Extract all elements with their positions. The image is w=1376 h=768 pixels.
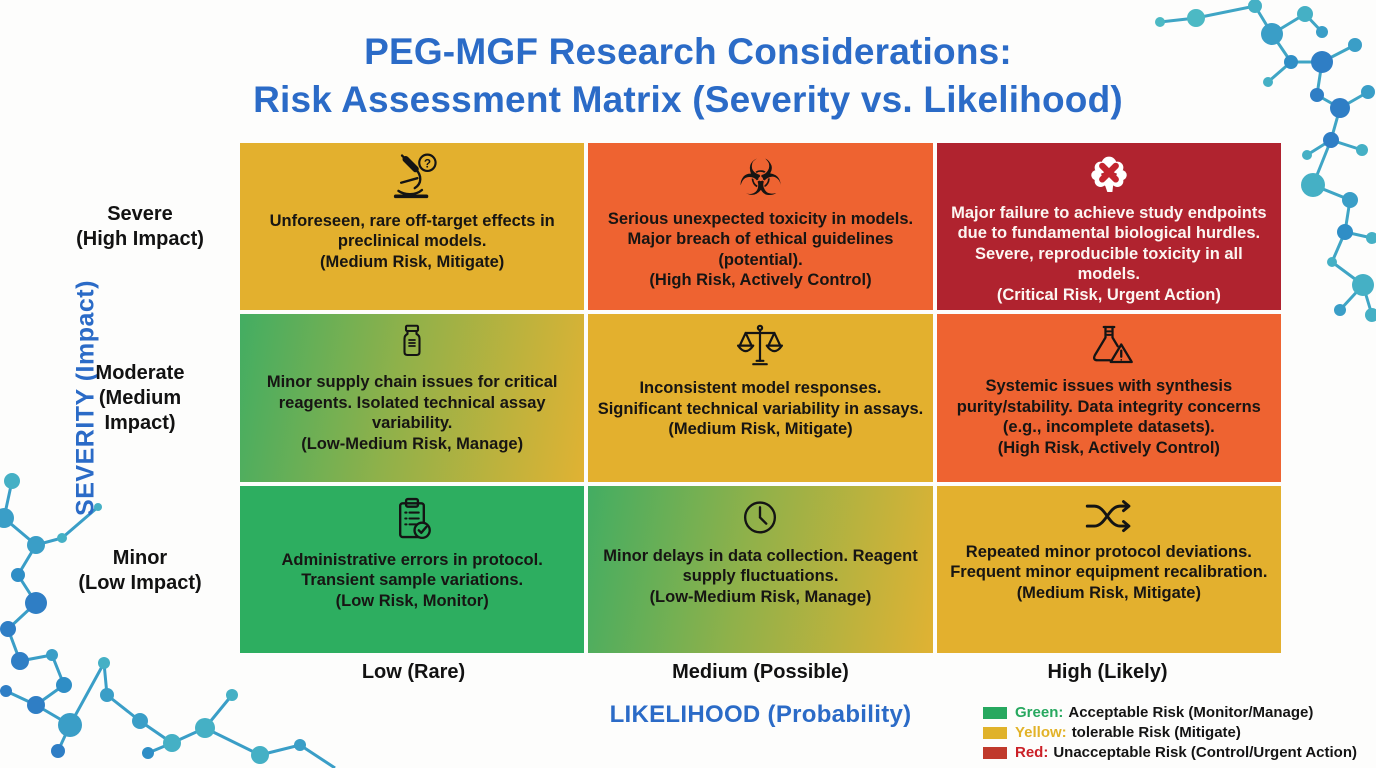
matrix-cell-severe-medium: ☣ Serious unexpected toxicity in models.… [588, 143, 933, 311]
page-title: PEG-MGF Research Considerations: Risk As… [0, 28, 1376, 124]
matrix-cell-severe-low: ? Unforeseen, rare off-target effects in… [240, 143, 585, 311]
cell-assessment: (Medium Risk, Mitigate) [668, 420, 853, 439]
brain-failure-icon [1091, 156, 1127, 193]
cell-description: Major failure to achieve study endpoints… [951, 204, 1267, 284]
likelihood-axis-label: LIKELIHOOD (Probability) [609, 701, 912, 728]
reagent-vial-icon [403, 325, 421, 357]
cell-description: Serious unexpected toxicity in models. M… [607, 210, 914, 269]
risk-matrix: ? Unforeseen, rare off-target effects in… [240, 143, 1281, 653]
cell-assessment: (Critical Risk, Urgent Action) [996, 285, 1221, 304]
svg-text:?: ? [424, 157, 431, 170]
row-label-moderate: Moderate (Medium Impact) [95, 362, 185, 434]
molecule-decoration-bottom-left [0, 473, 336, 768]
matrix-cell-minor-medium: Minor delays in data collection. Reagent… [588, 485, 933, 653]
red-swatch-icon [983, 747, 1007, 759]
cell-description: Unforeseen, rare off-target effects in p… [269, 212, 555, 251]
column-label-medium: Medium (Possible) [672, 661, 849, 683]
shuffle-arrows-icon [1085, 499, 1131, 532]
cell-assessment: (Low-Medium Risk, Manage) [649, 587, 872, 606]
title-line-1: PEG-MGF Research Considerations: [364, 31, 1012, 72]
matrix-cell-moderate-low: Minor supply chain issues for critical r… [240, 314, 585, 482]
likelihood-column-labels: Low (Rare) Medium (Possible) High (Likel… [240, 661, 1281, 684]
legend-item-green: Green: Acceptable Risk (Monitor/Manage) [983, 704, 1357, 722]
matrix-cell-moderate-medium: Inconsistent model responses. Significan… [588, 314, 933, 482]
biohazard-icon: ☣ [738, 150, 783, 206]
legend-text: Unacceptable Risk (Control/Urgent Action… [1053, 744, 1357, 761]
row-label-minor: Minor (Low Impact) [78, 546, 202, 594]
legend: Green: Acceptable Risk (Monitor/Manage) … [983, 704, 1357, 762]
legend-label: Red: [1015, 744, 1049, 761]
matrix-cell-severe-high: Major failure to achieve study endpoints… [936, 143, 1281, 311]
cell-assessment: (Low Risk, Monitor) [335, 591, 489, 610]
clock-icon [744, 501, 777, 534]
yellow-swatch-icon [983, 727, 1007, 739]
legend-text: tolerable Risk (Mitigate) [1071, 724, 1241, 741]
legend-label: Yellow: [1015, 724, 1067, 741]
microscope-question-icon: ? [394, 153, 437, 199]
legend-text: Acceptable Risk (Monitor/Manage) [1068, 704, 1314, 721]
cell-description: Inconsistent model responses. Significan… [597, 379, 924, 418]
legend-item-red: Red: Unacceptable Risk (Control/Urgent A… [983, 744, 1357, 762]
cell-description: Repeated minor protocol deviations. Freq… [950, 542, 1268, 582]
clipboard-check-icon [399, 497, 432, 539]
matrix-cell-minor-low: Administrative errors in protocol. Trans… [240, 485, 585, 653]
flask-warning-icon [1092, 326, 1133, 364]
row-label-severe: Severe (High Impact) [76, 202, 204, 250]
column-label-low: Low (Rare) [361, 661, 466, 683]
green-swatch-icon [983, 707, 1007, 719]
molecule-decoration-top-right [1155, 0, 1376, 322]
balance-scale-icon [737, 325, 784, 366]
cell-assessment: (High Risk, Actively Control) [649, 271, 872, 290]
cell-assessment: (Medium Risk, Mitigate) [1016, 583, 1201, 602]
matrix-cell-moderate-high: Systemic issues with synthesis purity/st… [936, 314, 1281, 482]
cell-description: Minor delays in data collection. Reagent… [603, 546, 918, 586]
column-label-high: High (Likely) [1047, 661, 1168, 683]
title-line-2: Risk Assessment Matrix (Severity vs. Lik… [253, 79, 1123, 120]
cell-description: Administrative errors in protocol. Trans… [281, 550, 543, 590]
cell-assessment: (Medium Risk, Mitigate) [320, 252, 505, 271]
legend-item-yellow: Yellow: tolerable Risk (Mitigate) [983, 724, 1357, 742]
cell-description: Systemic issues with synthesis purity/st… [956, 377, 1261, 437]
cell-description: Minor supply chain issues for critical r… [266, 373, 558, 433]
cell-assessment: (Low-Medium Risk, Manage) [301, 434, 524, 453]
legend-label: Green: [1015, 704, 1064, 721]
matrix-cell-minor-high: Repeated minor protocol deviations. Freq… [936, 485, 1281, 653]
cell-assessment: (High Risk, Actively Control) [997, 438, 1220, 457]
